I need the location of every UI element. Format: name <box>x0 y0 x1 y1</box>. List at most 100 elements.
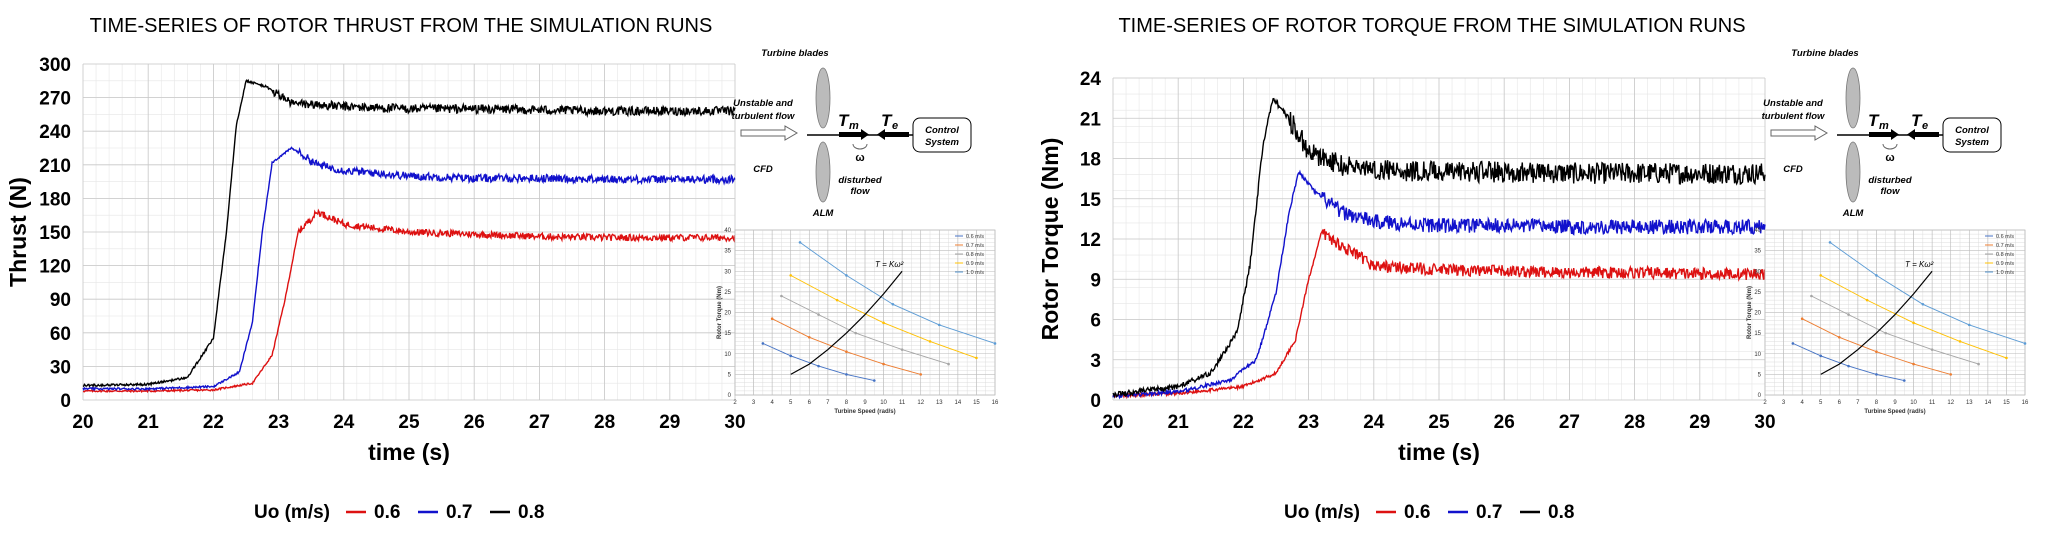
y-tick-label: 210 <box>39 156 71 177</box>
small-y-tick: 5 <box>1758 372 1762 378</box>
series-line-0.7 <box>1112 169 1766 400</box>
x-tick-label: 24 <box>1363 412 1385 433</box>
small-point <box>1958 340 1962 343</box>
y-tick-label: 21 <box>1080 109 1102 130</box>
legend-entry: 0.7 <box>446 502 472 523</box>
x-tick-label: 23 <box>268 412 289 433</box>
y-tick-label: 3 <box>1090 351 1101 372</box>
small-x-label: Turbine Speed (rad/s) <box>1864 409 1925 415</box>
small-x-tick: 9 <box>1893 400 1897 406</box>
tm-label: T <box>838 111 850 130</box>
small-x-tick: 3 <box>1782 400 1786 406</box>
blade-top <box>1845 67 1861 129</box>
small-point <box>780 294 783 298</box>
small-point <box>2005 356 2008 360</box>
small-point <box>2023 342 2027 345</box>
small-legend-entry: 0.6 m/s <box>1996 234 2014 240</box>
omega-arc <box>852 143 868 150</box>
small-x-label: Turbine Speed (rad/s) <box>834 409 895 415</box>
small-point <box>975 356 978 360</box>
small-point <box>1847 313 1850 316</box>
small-x-tick: 13 <box>936 400 943 406</box>
x-tick-label: 23 <box>1298 412 1319 433</box>
small-point <box>845 350 848 353</box>
flow-label-1: Unstable and <box>733 98 793 109</box>
x-axis-label: time (s) <box>368 439 450 465</box>
control-label-1: Control <box>925 125 959 136</box>
small-point <box>789 274 793 277</box>
x-tick-label: 29 <box>1689 412 1710 433</box>
te-arrow-body <box>885 132 909 137</box>
y-tick-label: 60 <box>50 324 71 345</box>
omega-arc <box>1882 143 1898 150</box>
omega-label: ω <box>1885 152 1894 164</box>
small-y-label: Rotor Torque (Nm) <box>717 286 723 339</box>
small-x-tick: 13 <box>1966 400 1973 406</box>
x-tick-label: 27 <box>1559 412 1580 433</box>
torque-chart: 20 21 22 23 24 25 26 27 28 29 3003691215182124time… <box>1037 69 1776 523</box>
y-tick-label: 270 <box>39 89 71 110</box>
small-x-tick: 16 <box>2022 400 2029 406</box>
small-y-tick: 15 <box>724 331 731 337</box>
y-tick-label: 15 <box>1080 190 1102 211</box>
legend-entry: 0.6 <box>1404 502 1430 523</box>
x-tick-label: 21 <box>1168 412 1190 433</box>
small-point <box>817 313 820 316</box>
small-point <box>807 335 811 339</box>
small-legend-entry: 0.7 m/s <box>966 243 984 249</box>
y-tick-label: 150 <box>39 223 71 244</box>
te-subscript: e <box>1922 120 1928 132</box>
torque-speed-chart-left: 2 3 4 5 6 7 8 9 10 11 12 13 14 15 16 0 5 10 15 20 25 30 35 40 Tu… <box>717 228 999 415</box>
te-arrow-head <box>1907 129 1915 140</box>
cfd-label: CFD <box>753 164 773 175</box>
control-label-2: System <box>1955 137 1989 148</box>
y-axis-label: Rotor Torque (Nm) <box>1037 138 1063 341</box>
small-x-tick: 3 <box>752 400 756 406</box>
turbine-blades-label: Turbine blades <box>1791 48 1858 59</box>
x-tick-label: 29 <box>659 412 680 433</box>
small-x-tick: 11 <box>1929 400 1936 406</box>
y-tick-label: 180 <box>39 189 71 210</box>
te-label: T <box>881 111 893 130</box>
small-x-tick: 9 <box>863 400 867 406</box>
x-tick-label: 26 <box>464 412 485 433</box>
x-tick-label: 30 <box>724 412 745 433</box>
small-x-tick: 15 <box>2003 400 2010 406</box>
small-point <box>993 342 997 345</box>
small-x-tick: 4 <box>1800 400 1804 406</box>
small-legend-entry: 1.0 m/s <box>966 270 984 276</box>
small-point <box>891 302 895 306</box>
cfd-label: CFD <box>1783 164 1803 175</box>
small-x-tick: 11 <box>899 400 906 406</box>
small-x-tick: 16 <box>992 400 999 406</box>
small-point <box>1875 373 1878 376</box>
control-label-2: System <box>925 137 959 148</box>
y-tick-label: 90 <box>50 290 71 311</box>
small-point <box>1875 274 1878 277</box>
small-point <box>1819 274 1823 277</box>
y-tick-label: 9 <box>1090 270 1101 291</box>
small-y-label: Rotor Torque (Nm) <box>1747 286 1753 339</box>
small-x-tick: 2 <box>1763 400 1767 406</box>
x-axis-label: time (s) <box>1398 439 1480 465</box>
x-tick-label: 22 <box>1233 412 1254 433</box>
y-tick-label: 0 <box>1090 391 1101 412</box>
x-tick-label: 25 <box>1428 412 1450 433</box>
small-legend-entry: 0.8 m/s <box>966 252 984 258</box>
small-y-tick: 25 <box>1754 290 1761 296</box>
torque-speed-chart-right: 2 3 4 5 6 7 8 9 10 11 12 13 14 15 16 0 5 10 15 20 25 30 35 40 Tu… <box>1747 228 2029 415</box>
small-point <box>1912 321 1915 325</box>
turbine-diagram-left: Turbine blades Unstable and turbulent flow… <box>732 48 972 219</box>
x-tick-label: 24 <box>333 412 355 433</box>
small-x-tick: 6 <box>808 400 812 406</box>
small-point <box>1967 323 1971 327</box>
small-x-tick: 4 <box>770 400 774 406</box>
series-line-0.7 <box>82 146 736 392</box>
tm-arrow-head <box>1891 129 1899 140</box>
turbine-diagram-right: Turbine blades Unstable and turbulent flow… <box>1762 48 2002 219</box>
small-point <box>798 241 802 244</box>
small-point <box>1847 364 1850 368</box>
small-point <box>761 342 765 345</box>
control-system-box <box>912 117 972 153</box>
